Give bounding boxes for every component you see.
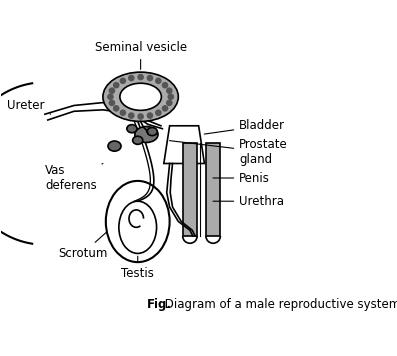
Circle shape: [109, 100, 115, 105]
Circle shape: [167, 100, 172, 105]
Text: Seminal vesicle: Seminal vesicle: [94, 41, 187, 69]
Circle shape: [138, 114, 143, 119]
Polygon shape: [164, 126, 204, 163]
Circle shape: [167, 88, 172, 93]
Circle shape: [162, 83, 168, 88]
Text: Bladder: Bladder: [204, 119, 285, 134]
Circle shape: [147, 75, 152, 81]
Text: Diagram of a male reproductive system.: Diagram of a male reproductive system.: [146, 298, 397, 312]
Text: Scrotum: Scrotum: [58, 232, 107, 260]
Polygon shape: [206, 143, 220, 236]
Polygon shape: [183, 143, 197, 236]
Text: Vas
deferens: Vas deferens: [45, 163, 103, 192]
Ellipse shape: [133, 136, 143, 144]
Ellipse shape: [127, 125, 137, 133]
Text: Ureter: Ureter: [7, 99, 51, 114]
Circle shape: [156, 78, 161, 83]
Ellipse shape: [135, 126, 158, 142]
Ellipse shape: [147, 127, 157, 136]
Text: Testis: Testis: [121, 256, 154, 280]
Text: Prostate
gland: Prostate gland: [170, 138, 288, 166]
Circle shape: [120, 110, 125, 115]
Circle shape: [138, 74, 143, 80]
Ellipse shape: [108, 141, 121, 151]
Circle shape: [109, 88, 115, 93]
Circle shape: [114, 106, 119, 111]
Text: Penis: Penis: [213, 172, 270, 184]
Ellipse shape: [103, 72, 178, 121]
Ellipse shape: [120, 83, 161, 110]
Circle shape: [168, 94, 173, 99]
Circle shape: [108, 94, 113, 99]
Circle shape: [129, 75, 134, 81]
Circle shape: [129, 113, 134, 118]
Text: Urethra: Urethra: [213, 195, 284, 208]
Circle shape: [147, 113, 152, 118]
Circle shape: [114, 83, 119, 88]
Circle shape: [156, 110, 161, 115]
Text: Fig.: Fig.: [146, 298, 172, 312]
Circle shape: [162, 106, 168, 111]
Ellipse shape: [106, 181, 170, 262]
Circle shape: [120, 78, 125, 83]
Ellipse shape: [119, 201, 156, 253]
